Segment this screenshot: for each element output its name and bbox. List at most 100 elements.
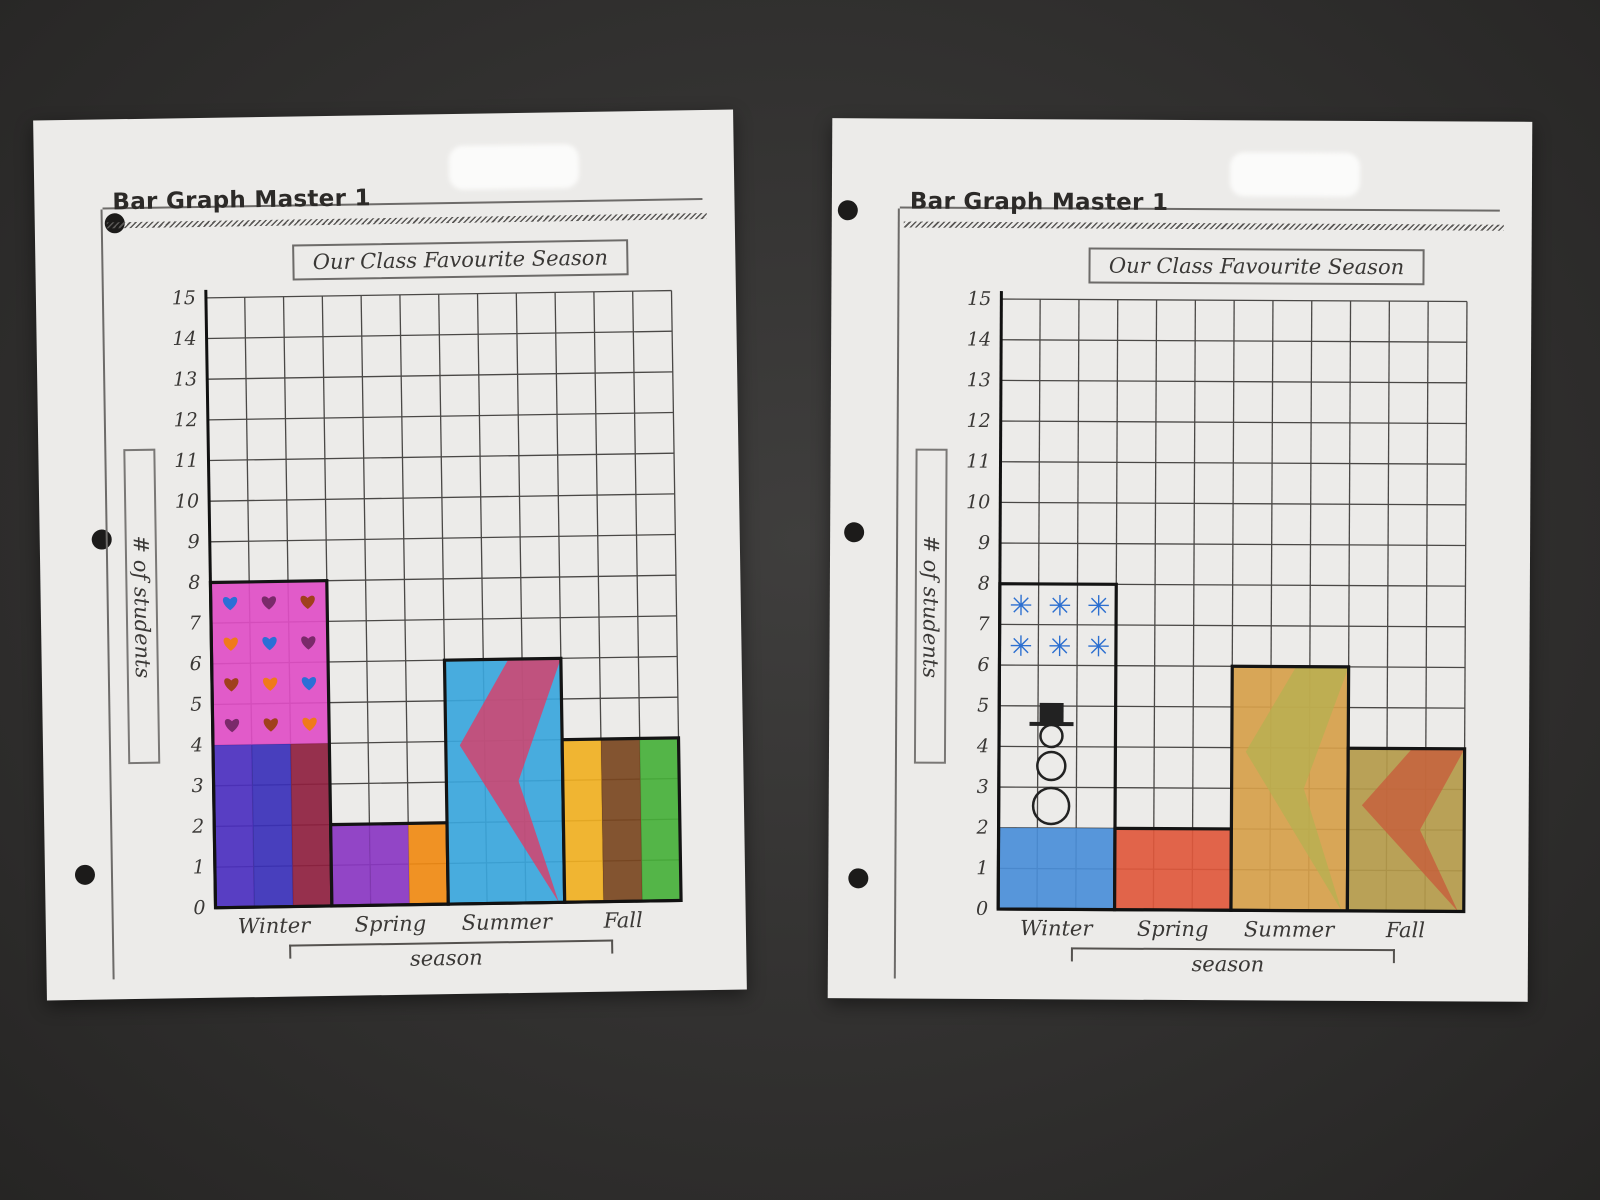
bar-summer <box>1229 664 1351 913</box>
bar-winter: ✳ ✳ ✳ ✳ ✳ ✳ <box>996 582 1118 912</box>
y-tick-label: 1 <box>976 857 988 879</box>
y-tick-label: 4 <box>976 735 989 757</box>
y-tick-label: 12 <box>173 409 198 431</box>
y-tick-label: 10 <box>966 491 990 513</box>
x-tick-label: Summer <box>461 909 554 934</box>
bar-fill <box>600 738 643 902</box>
x-tick-label: Summer <box>1244 917 1336 941</box>
y-tick-label: 0 <box>193 897 205 919</box>
snowman-hat-icon <box>1029 721 1074 727</box>
heart-icon <box>224 678 239 692</box>
y-tick-label: 10 <box>175 490 200 512</box>
y-tick-label: 14 <box>967 329 991 351</box>
y-tick-label: 11 <box>174 450 199 472</box>
snowman-hat-icon <box>1039 702 1064 724</box>
y-tick-label: 5 <box>977 695 989 717</box>
bar-summer <box>442 656 567 906</box>
x-tick-label: Winter <box>238 913 313 938</box>
x-tick-label: Fall <box>602 908 642 933</box>
bar-overlay <box>1361 748 1465 912</box>
bar-fall <box>560 736 683 904</box>
x-tick-label: Winter <box>1020 916 1094 940</box>
bar-fill <box>562 739 604 903</box>
grid-line-vertical <box>360 295 372 906</box>
bar-overlay <box>459 658 561 903</box>
y-tick-label: 9 <box>188 531 200 553</box>
y-tick-label: 15 <box>967 288 991 310</box>
grid-line-horizontal <box>209 493 675 502</box>
y-tick-label: 0 <box>976 898 988 920</box>
grid-line-horizontal <box>1001 298 1467 303</box>
y-tick-label: 13 <box>173 368 198 390</box>
y-tick-label: 1 <box>193 856 205 878</box>
y-tick-label: 8 <box>978 573 990 595</box>
snowman-icon <box>1039 723 1064 749</box>
heart-icon <box>302 717 317 731</box>
bar-spring <box>1112 826 1234 912</box>
x-tick-label: Fall <box>1385 918 1425 942</box>
y-tick-label: 13 <box>967 369 991 391</box>
grid-line-horizontal <box>206 330 673 340</box>
bar-fill <box>639 737 682 902</box>
snowflake-icon: ✳ <box>1087 590 1111 623</box>
grid-line-horizontal <box>1000 461 1467 465</box>
y-axis <box>204 289 218 908</box>
heart-icon <box>261 596 276 610</box>
y-tick-label: 2 <box>975 817 988 839</box>
snowflake-icon: ✳ <box>1087 630 1111 663</box>
y-tick-label: 11 <box>966 451 990 473</box>
y-tick-label: 7 <box>189 612 202 634</box>
bar-fill <box>251 743 294 908</box>
y-tick-label: 8 <box>188 572 200 594</box>
bar-fill <box>998 827 1115 910</box>
snowman-icon <box>1036 750 1067 782</box>
bar-winter <box>208 579 334 910</box>
bars <box>208 579 683 910</box>
x-axis <box>215 898 682 910</box>
bar-fill <box>1114 828 1232 911</box>
grid-line-horizontal <box>207 411 674 421</box>
bar-fill <box>212 744 255 908</box>
snowflake-icon: ✳ <box>1009 630 1033 663</box>
y-tick-label: 4 <box>190 734 203 756</box>
heart-icon <box>263 718 278 732</box>
x-tick-label: Spring <box>354 911 426 936</box>
y-tick-label: 6 <box>189 653 201 675</box>
heart-icon <box>223 637 238 651</box>
heart-icon <box>224 718 240 733</box>
y-tick-label: 5 <box>190 694 202 716</box>
grid-line-horizontal <box>205 289 672 299</box>
grid-line-horizontal <box>1000 542 1466 547</box>
grid-line-vertical <box>1075 299 1080 910</box>
heart-icon <box>301 636 316 650</box>
y-tick-label: 6 <box>977 654 989 676</box>
grid-line-horizontal <box>208 452 675 462</box>
x-axis-label: season <box>1191 952 1265 977</box>
y-tick-label: 3 <box>191 775 203 797</box>
heart-icon <box>223 596 238 611</box>
y-tick-label: 7 <box>978 613 991 635</box>
bar-fill <box>330 824 371 906</box>
heart-icon <box>301 676 317 691</box>
bar-fill <box>369 823 410 906</box>
grid-line-vertical <box>399 294 411 905</box>
grid-line-horizontal <box>1000 501 1466 506</box>
grid-line-horizontal <box>209 533 676 543</box>
y-tick-label: 2 <box>191 816 204 838</box>
grid-line-vertical <box>1036 299 1041 910</box>
bars: ✳ ✳ ✳ ✳ ✳ ✳ <box>996 582 1467 914</box>
x-axis-label: season <box>409 945 483 971</box>
grid-line-vertical <box>1191 300 1197 911</box>
y-tick-label: 3 <box>977 776 989 798</box>
bar-fill <box>210 580 330 746</box>
x-axis <box>998 907 1464 913</box>
worksheet-right: Bar Graph Master 1 Our Class Favourite S… <box>827 118 1533 1002</box>
heart-icon <box>262 636 277 651</box>
grid-line-horizontal <box>207 371 673 380</box>
grid-line-horizontal <box>1000 379 1467 384</box>
worksheet-left: Bar Graph Master 1 Our Class Favourite S… <box>33 109 747 1001</box>
y-tick-label: 9 <box>978 532 990 554</box>
snowflake-icon: ✳ <box>1048 630 1072 663</box>
grid-line-horizontal <box>1000 420 1467 425</box>
